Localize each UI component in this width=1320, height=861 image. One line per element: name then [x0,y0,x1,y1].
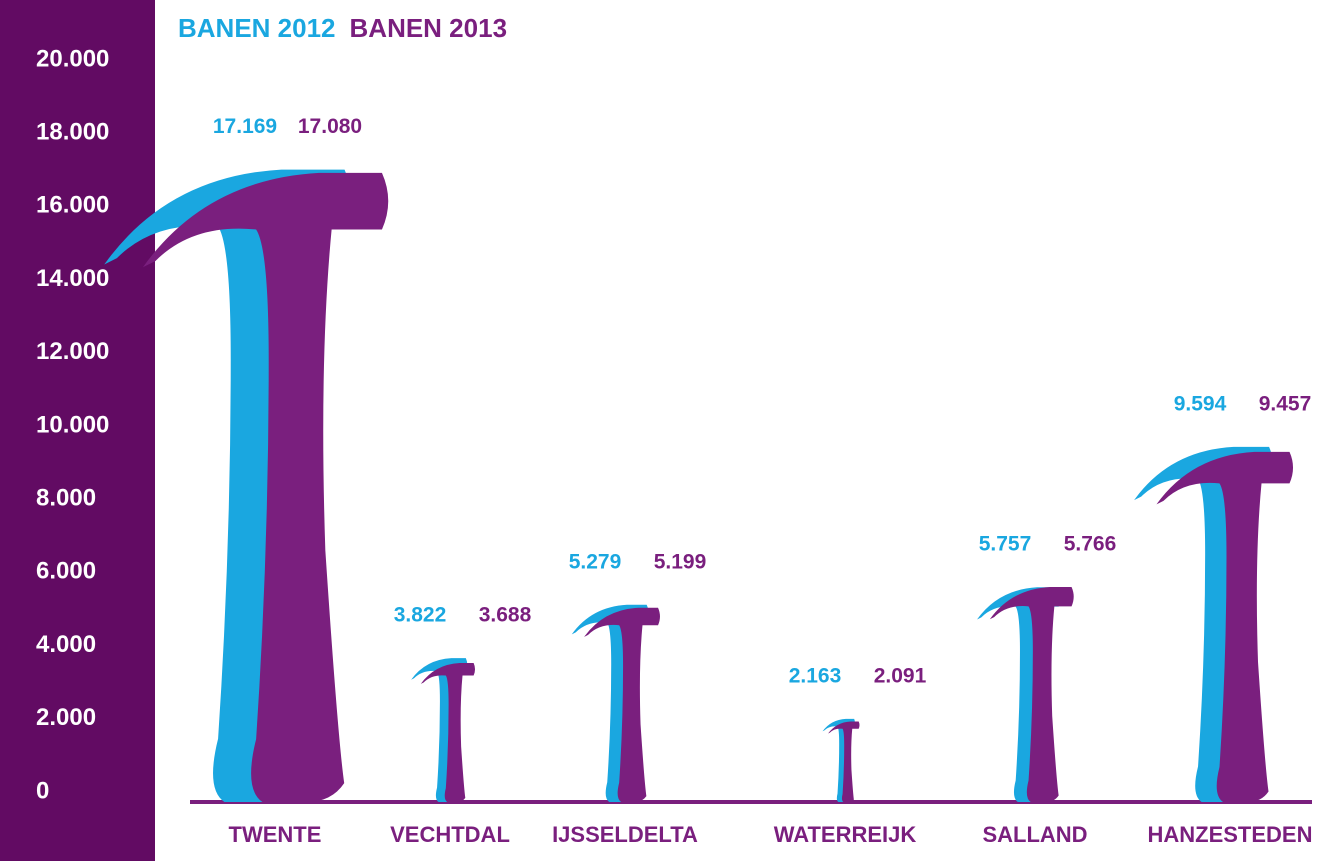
x-tick-label: IJSSELDELTA [552,822,698,847]
y-tick-label: 6.000 [36,558,96,585]
value-label: 17.169 [213,115,277,138]
x-tick-label: VECHTDAL [390,822,510,847]
value-label: 5.757 [979,533,1032,556]
value-label: 5.279 [569,550,622,573]
y-tick-label: 18.000 [36,119,109,146]
value-label: 3.688 [479,604,532,627]
x-tick-label: WATERREIJK [774,822,917,847]
y-tick-label: 0 [36,777,49,804]
value-label: 17.080 [298,115,362,138]
value-label: 5.766 [1064,533,1117,556]
value-label: 2.163 [789,664,842,687]
y-tick-label: 2.000 [36,704,96,731]
x-tick-label: TWENTE [229,822,322,847]
x-tick-label: HANZESTEDEN [1147,822,1312,847]
legend-entry: BANEN 2012 [178,13,336,43]
y-tick-label: 16.000 [36,192,109,219]
y-tick-label: 20.000 [36,45,109,72]
x-tick-label: SALLAND [982,822,1087,847]
y-tick-label: 10.000 [36,411,109,438]
y-tick-label: 4.000 [36,631,96,658]
legend-entry: BANEN 2013 [350,13,508,43]
value-label: 3.822 [394,604,447,627]
chart: 0 2.000 4.000 6.000 8.000 10.000 12.000 14.000 1… [0,0,1320,861]
value-label: 9.594 [1174,392,1227,415]
y-tick-label: 12.000 [36,338,109,365]
value-label: 9.457 [1259,392,1312,415]
y-tick-label: 8.000 [36,485,96,512]
value-label: 2.091 [874,664,927,687]
y-tick-label: 14.000 [36,265,109,292]
value-label: 5.199 [654,550,707,573]
